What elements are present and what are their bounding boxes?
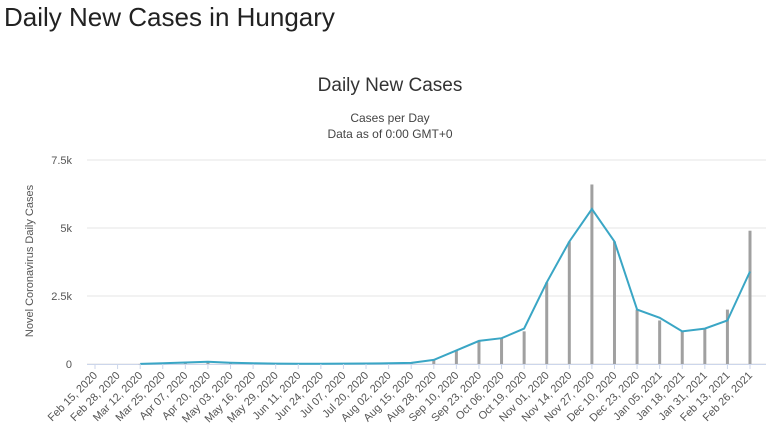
y-tick-label: 5k xyxy=(60,223,72,235)
y-axis-ticks: 0 2.5k 5k 7.5k xyxy=(51,155,72,371)
bar xyxy=(612,241,616,364)
bar xyxy=(567,241,571,364)
bar xyxy=(500,338,504,364)
bar xyxy=(477,340,481,364)
bar xyxy=(748,230,752,364)
bar xyxy=(725,309,729,364)
y-tick-label: 2.5k xyxy=(51,291,72,303)
bar xyxy=(703,328,707,364)
chart-title: Daily New Cases xyxy=(318,75,463,96)
y-tick-label: 0 xyxy=(66,359,72,371)
grid-lines xyxy=(87,159,766,365)
chart-subtitle-line-2: Data as of 0:00 GMT+0 xyxy=(327,127,452,141)
bar xyxy=(635,309,639,364)
bar xyxy=(658,320,662,364)
bar xyxy=(432,359,436,364)
y-tick-label: 7.5k xyxy=(51,155,72,167)
bar xyxy=(522,331,526,364)
bar-series xyxy=(138,184,752,365)
bar xyxy=(680,331,684,364)
bar xyxy=(454,350,458,364)
bar xyxy=(590,184,594,364)
y-axis-label: Novel Coronavirus Daily Cases xyxy=(24,184,36,337)
bar xyxy=(545,282,549,364)
moving-average-line xyxy=(140,207,751,365)
chart-subtitle-line-1: Cases per Day xyxy=(350,111,429,125)
page-title: Daily New Cases in Hungary xyxy=(4,2,335,32)
